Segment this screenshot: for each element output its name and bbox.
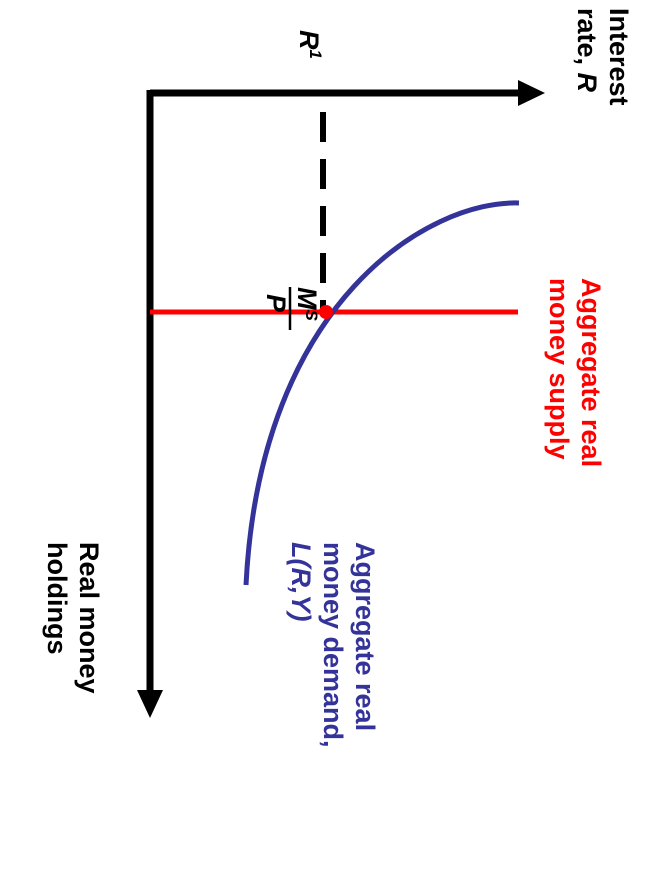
- x-axis-label-line1: Real money: [74, 542, 104, 694]
- supply-tick-denominator: P: [261, 294, 291, 313]
- money-holdings-axis-arrowhead: [137, 690, 163, 718]
- supply-label-line2: money supply: [544, 278, 574, 460]
- y-axis-label-line2: rate, R: [572, 8, 602, 93]
- demand-label-line2: money demand,: [318, 542, 348, 748]
- money-demand-curve: [243, 200, 520, 586]
- y-axis-label-line1: Interest: [604, 8, 634, 106]
- supply-label-line1: Aggregate real: [576, 278, 606, 467]
- supply-tick-numerator: MS: [292, 287, 322, 322]
- demand-label-line1: Aggregate real: [350, 542, 380, 731]
- x-axis-label-line2: holdings: [42, 542, 72, 654]
- equilibrium-point: [319, 305, 333, 319]
- interest-rate-axis-arrowhead: [518, 80, 545, 106]
- demand-label-line3: L(R,Y): [286, 542, 316, 621]
- r1-label: R1: [294, 30, 325, 59]
